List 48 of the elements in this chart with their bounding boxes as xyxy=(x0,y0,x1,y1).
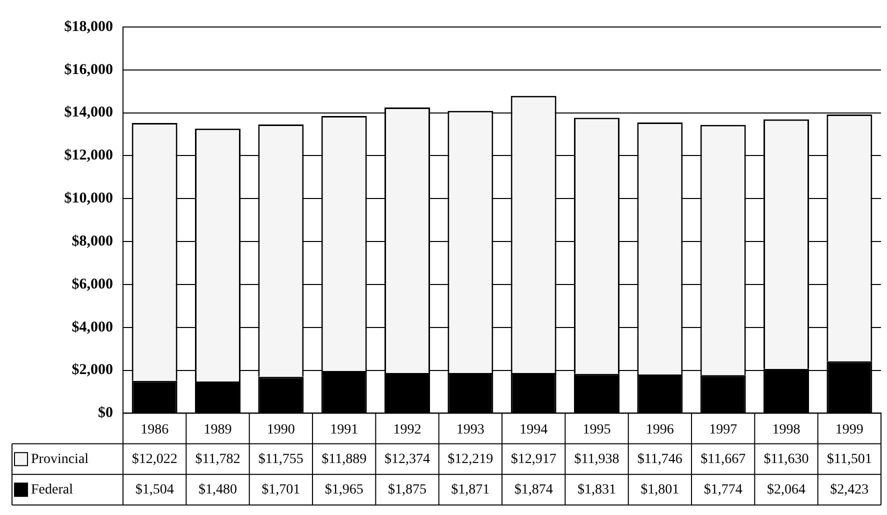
data-label: $12,917 xyxy=(510,452,556,467)
data-label: $1,480 xyxy=(198,482,237,498)
data-label: $1,701 xyxy=(262,482,300,498)
data-label: $1,774 xyxy=(704,482,742,498)
y-tick-label: $8,000 xyxy=(72,233,113,250)
y-tick-label: $6,000 xyxy=(72,276,113,292)
data-label: $2,064 xyxy=(767,482,806,498)
y-tick-label: $10,000 xyxy=(64,190,113,207)
data-label: $1,871 xyxy=(451,482,490,498)
y-tick-label: $2,000 xyxy=(72,362,113,378)
x-tick-label: 1986 xyxy=(140,422,169,438)
x-tick-label: 1991 xyxy=(330,422,358,438)
data-label: $1,965 xyxy=(324,482,364,498)
x-tick-label: 1993 xyxy=(456,422,484,438)
x-tick-label: 1998 xyxy=(772,422,800,438)
data-label: $11,782 xyxy=(195,452,240,467)
x-tick-label: 1995 xyxy=(582,422,611,438)
x-tick-label: 1996 xyxy=(646,422,674,438)
y-tick-label: $0 xyxy=(98,405,113,422)
y-tick-label: $18,000 xyxy=(64,18,113,35)
data-label: $11,755 xyxy=(258,452,304,467)
x-tick-label: 1990 xyxy=(266,422,295,438)
y-tick-label: $12,000 xyxy=(64,148,113,164)
x-tick-label: 1989 xyxy=(204,422,232,438)
data-label: $11,630 xyxy=(764,452,809,467)
data-label: $12,374 xyxy=(384,452,430,467)
data-label: $11,501 xyxy=(826,452,872,467)
y-tick-label: $14,000 xyxy=(64,104,113,121)
y-tick-label: $4,000 xyxy=(72,319,113,336)
data-label: $1,874 xyxy=(514,482,553,498)
x-tick-label: 1997 xyxy=(709,422,738,438)
data-label: $1,875 xyxy=(388,482,426,498)
data-label: $1,801 xyxy=(640,482,680,498)
y-tick-label: $16,000 xyxy=(64,62,113,78)
data-label: $1,504 xyxy=(135,482,174,498)
data-label: $1,831 xyxy=(578,482,616,498)
x-tick-label: 1992 xyxy=(393,422,422,438)
data-label: $2,423 xyxy=(830,482,869,498)
data-label: $11,667 xyxy=(700,452,746,467)
x-tick-label: 1994 xyxy=(520,422,548,438)
data-label: $11,938 xyxy=(574,452,620,467)
data-label: $11,889 xyxy=(322,452,367,467)
data-label: $11,746 xyxy=(637,452,682,467)
x-tick-label: 1999 xyxy=(835,422,864,438)
data-label: $12,219 xyxy=(448,452,494,467)
legend-label: Federal xyxy=(31,482,74,498)
legend-label: Provincial xyxy=(31,452,89,467)
data-label: $12,022 xyxy=(132,452,178,467)
